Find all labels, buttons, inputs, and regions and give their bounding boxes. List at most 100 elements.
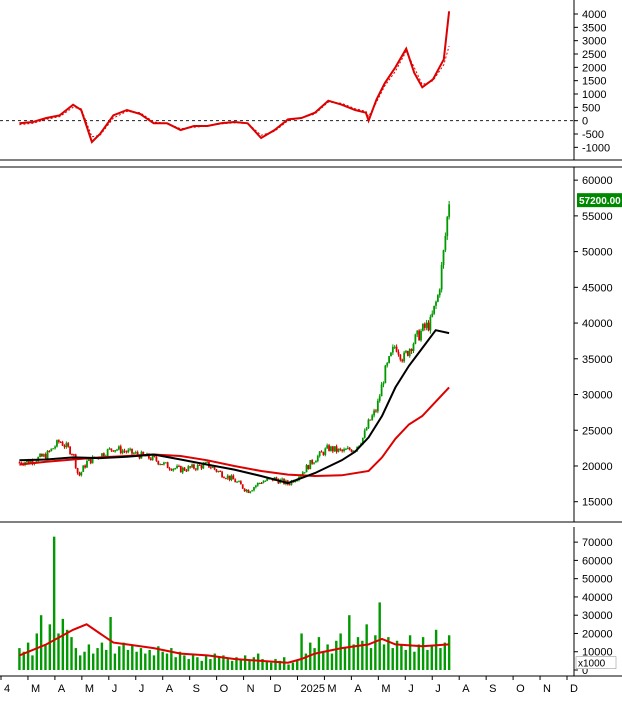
price-candle-body: [234, 479, 237, 483]
price-candle-body: [46, 450, 49, 459]
price-candle-body: [54, 446, 56, 449]
volume-y-tick-label: 40000: [582, 592, 613, 604]
price-candle-body: [238, 481, 240, 483]
volume-bar: [313, 648, 316, 670]
volume-bar: [217, 657, 221, 670]
volume-bar: [65, 629, 69, 670]
volume-bar: [31, 655, 34, 670]
macd-y-tick-label: 1500: [582, 76, 606, 88]
macd-y-tick-label: 2000: [582, 62, 606, 74]
price-candle-body: [309, 460, 312, 470]
price-candle-body: [155, 456, 158, 461]
price-candle-body: [108, 448, 111, 450]
price-candle-body: [288, 484, 291, 486]
x-tick-label: M: [31, 683, 40, 695]
price-candle-body: [301, 472, 304, 476]
price-candle-body: [185, 470, 188, 472]
volume-bar: [252, 657, 256, 670]
price-candle-body: [230, 475, 233, 480]
volume-bar: [161, 651, 164, 670]
price-candle-body: [174, 468, 177, 470]
price-candle-body: [183, 467, 186, 471]
x-tick-label: A: [354, 683, 362, 695]
price-candle-body: [187, 466, 190, 472]
price-candle-body: [136, 452, 139, 455]
price-candle-body: [423, 323, 426, 328]
volume-bar: [187, 659, 190, 670]
price-candle-body: [258, 482, 261, 484]
price-candle-body: [80, 471, 83, 476]
volume-bar: [296, 660, 299, 670]
price-candle-body: [224, 478, 227, 480]
price-candle-body: [193, 464, 195, 469]
price-candle-body: [125, 451, 128, 453]
price-candle-body: [431, 313, 434, 317]
price-candle-body: [239, 481, 242, 485]
volume-bar: [430, 646, 433, 670]
price-candle-body: [131, 448, 133, 454]
price-candle-body: [241, 484, 244, 489]
price-candle-body: [412, 343, 415, 351]
volume-bar: [170, 648, 173, 670]
volume-panel: 70000 60000 50000 40000 30000 20000 10000 0x100…: [18, 536, 617, 677]
price-candle-body: [63, 445, 66, 448]
price-candle-body: [408, 349, 411, 356]
price-candle-body: [256, 482, 259, 486]
volume-bar: [391, 648, 394, 670]
volume-bar: [26, 642, 30, 670]
price-candle-body: [164, 462, 167, 464]
volume-bar: [178, 651, 182, 670]
price-candle-body: [446, 216, 449, 237]
price-candle-body: [211, 467, 214, 469]
price-candle-body: [76, 468, 79, 474]
x-tick-label: 4: [4, 683, 10, 695]
volume-bar: [204, 655, 208, 670]
price-candle-body: [27, 460, 30, 463]
price-candle-body: [204, 462, 207, 464]
x-tick-label: O: [516, 683, 525, 695]
price-candle-body: [168, 468, 171, 470]
price-candle-body: [172, 468, 175, 471]
price-candle-body: [198, 464, 201, 466]
price-candle-body: [303, 472, 306, 474]
price-candle-body: [361, 437, 364, 444]
volume-bar: [92, 653, 95, 670]
volume-bar: [447, 635, 451, 670]
price-candle-body: [440, 265, 443, 290]
price-candle-body: [322, 452, 325, 455]
price-candle-body: [401, 359, 404, 362]
price-candle-body: [84, 465, 87, 468]
price-candle-body: [65, 443, 68, 448]
macd-line: [19, 11, 451, 144]
price-candle-body: [50, 448, 53, 452]
volume-bar: [291, 662, 295, 670]
price-candle-body: [157, 460, 160, 465]
volume-bar: [144, 653, 147, 670]
x-tick-label: J: [112, 683, 118, 695]
price-candle-body: [91, 456, 94, 464]
price-candle-body: [112, 450, 115, 452]
price-candle-body: [74, 454, 77, 469]
price-candle-body: [337, 448, 340, 452]
volume-bar: [330, 653, 334, 670]
price-candle-body: [86, 461, 88, 468]
price-candle-body: [382, 383, 385, 385]
price-candle-body: [414, 334, 417, 344]
price-candle-body: [142, 451, 145, 455]
volume-bar: [404, 649, 407, 670]
price-candle-body: [166, 462, 169, 469]
volume-bar: [131, 644, 134, 670]
price-candle-body: [367, 419, 370, 429]
x-axis: 4 M A M J J A S O N D 2025 M A M J J A S O N D: [0, 676, 578, 695]
volume-bar: [413, 651, 416, 670]
macd-y-tick-label: 3000: [582, 36, 606, 48]
volume-bar: [165, 653, 169, 670]
price-candle-body: [375, 410, 377, 412]
price-y-tick-label: 20000: [582, 461, 613, 473]
price-candle-body: [399, 354, 402, 360]
volume-bar: [261, 659, 264, 670]
price-candle-body: [307, 465, 310, 470]
macd-y-tick-label: 500: [582, 102, 600, 114]
volume-bar: [196, 657, 199, 670]
price-candle-body: [305, 465, 308, 473]
